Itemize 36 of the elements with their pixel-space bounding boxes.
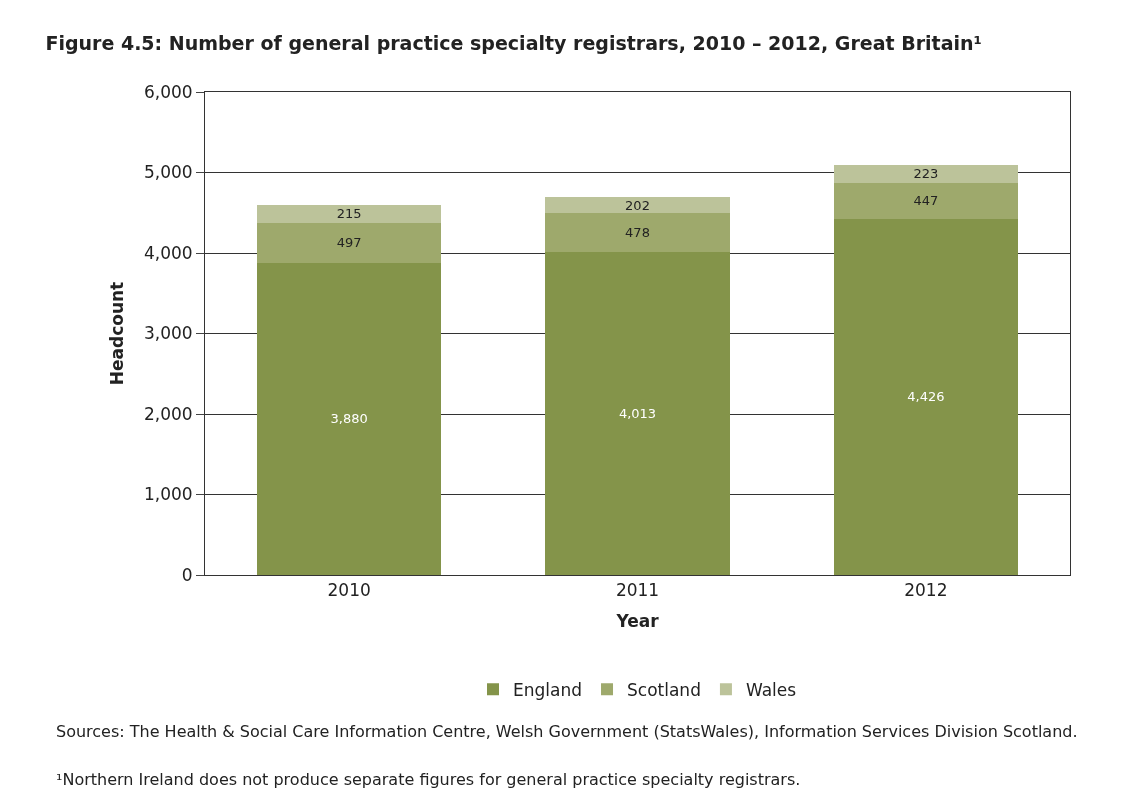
bar bbox=[545, 213, 730, 252]
data-label: 223 bbox=[913, 166, 939, 182]
bar bbox=[256, 222, 442, 263]
bar bbox=[833, 218, 1019, 575]
bar bbox=[833, 182, 1019, 219]
x-tick-label: 2011 bbox=[615, 580, 660, 601]
legend-label: England bbox=[513, 679, 583, 700]
y-tick-label: 1,000 bbox=[143, 484, 193, 505]
y-tick-label: 4,000 bbox=[143, 242, 193, 263]
y-axis-title: Headcount bbox=[107, 281, 128, 386]
x-tick-label: 2012 bbox=[904, 580, 948, 601]
y-tick-label: 6,000 bbox=[143, 81, 193, 102]
text: ¹Northern Ireland does not produce separate figures for general practice specialty registrars. bbox=[56, 770, 801, 789]
bar bbox=[545, 251, 730, 575]
data-label: 4,426 bbox=[907, 389, 945, 405]
data-label: 447 bbox=[913, 193, 939, 209]
data-label: 202 bbox=[625, 197, 650, 213]
bar bbox=[256, 205, 442, 223]
y-tick-label: 5,000 bbox=[143, 162, 193, 183]
data-label: 478 bbox=[625, 225, 650, 241]
data-label: 3,880 bbox=[330, 411, 368, 427]
x-axis-title: Year bbox=[615, 610, 660, 631]
bar bbox=[545, 197, 730, 214]
y-tick-label: 3,000 bbox=[143, 323, 193, 344]
y-tick-label: 2,000 bbox=[143, 403, 193, 424]
data-label: 497 bbox=[336, 235, 362, 251]
chart-title: Figure 4.5: Number of general practice specialty registrars, 2010 – 2012, Great Britain¹ bbox=[45, 31, 982, 54]
x-tick-label: 2010 bbox=[327, 580, 371, 601]
y-tick-label: 0 bbox=[181, 564, 193, 585]
legend-label: Scotland bbox=[627, 679, 701, 700]
legend-label: Wales bbox=[745, 679, 797, 700]
bar bbox=[833, 164, 1019, 183]
bar bbox=[256, 262, 442, 575]
data-label: 215 bbox=[336, 206, 362, 222]
source-note: Sources: The Health & Social Care Information Centre, Welsh Government (StatsWales), Information Services Division Scotland. bbox=[56, 722, 1078, 741]
data-label: 4,013 bbox=[618, 405, 657, 421]
